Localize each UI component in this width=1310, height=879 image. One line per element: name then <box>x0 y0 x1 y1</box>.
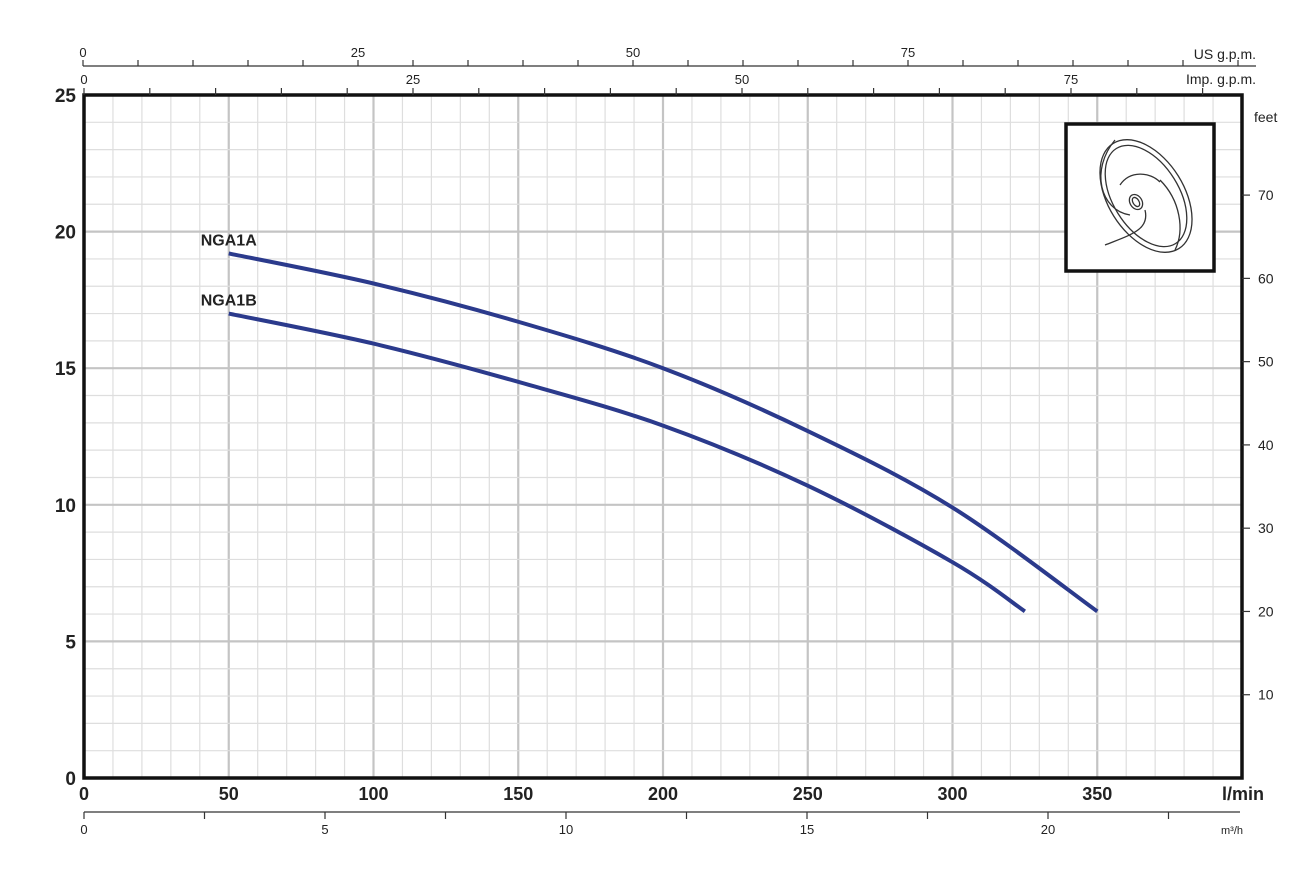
m3h-tick-label: 20 <box>1041 822 1055 837</box>
series-label: NGA1B <box>201 293 257 310</box>
x-tick-label: 100 <box>358 784 388 804</box>
y-tick-label: 15 <box>55 359 77 380</box>
x-tick-label: 250 <box>793 784 823 804</box>
imp-gpm-tick-label: 0 <box>80 72 87 87</box>
us-gpm-axis-label: US g.p.m. <box>1194 46 1256 62</box>
y-tick-label: 5 <box>65 632 76 653</box>
m3h-axis-label: m³/h <box>1221 825 1243 837</box>
us-gpm-tick-label: 75 <box>901 45 915 60</box>
y-tick-label: 0 <box>65 769 76 790</box>
feet-tick-label: 60 <box>1258 270 1274 286</box>
x-tick-label: 50 <box>219 784 239 804</box>
y-tick-label: 20 <box>55 223 76 244</box>
x-axis-label: l/min <box>1222 784 1264 804</box>
m3h-tick-label: 15 <box>800 822 814 837</box>
us-gpm-tick-label: 0 <box>79 45 86 60</box>
x-tick-label: 350 <box>1082 784 1112 804</box>
feet-tick-label: 50 <box>1258 354 1274 370</box>
m3h-tick-label: 5 <box>321 822 328 837</box>
imp-gpm-tick-label: 50 <box>735 72 749 87</box>
x-tick-label: 0 <box>79 784 89 804</box>
x-tick-label: 300 <box>937 784 967 804</box>
imp-gpm-tick-label: 25 <box>406 72 420 87</box>
imp-gpm-tick-label: 75 <box>1064 72 1078 87</box>
impeller-icon <box>1099 139 1193 253</box>
series-curve-nga1a <box>228 251 1099 613</box>
series-curve-nga1b <box>228 311 1027 614</box>
feet-tick-label: 40 <box>1258 437 1274 453</box>
plot-frame <box>82 93 1244 780</box>
feet-tick-label: 10 <box>1258 687 1274 703</box>
x-tick-label: 150 <box>503 784 533 804</box>
y-tick-label: 25 <box>55 86 77 107</box>
imp-gpm-axis-label: Imp. g.p.m. <box>1186 71 1256 87</box>
feet-tick-label: 70 <box>1258 187 1274 203</box>
series-label: NGA1A <box>201 232 257 249</box>
m3h-tick-label: 10 <box>559 822 573 837</box>
y-tick-label: 10 <box>55 496 76 517</box>
feet-tick-label: 20 <box>1258 603 1274 619</box>
feet-axis-label: feet <box>1254 109 1277 125</box>
feet-tick-label: 30 <box>1258 520 1274 536</box>
x-tick-label: 200 <box>648 784 678 804</box>
us-gpm-tick-label: 50 <box>626 45 640 60</box>
m3h-tick-label: 0 <box>80 822 87 837</box>
us-gpm-tick-label: 25 <box>351 45 365 60</box>
